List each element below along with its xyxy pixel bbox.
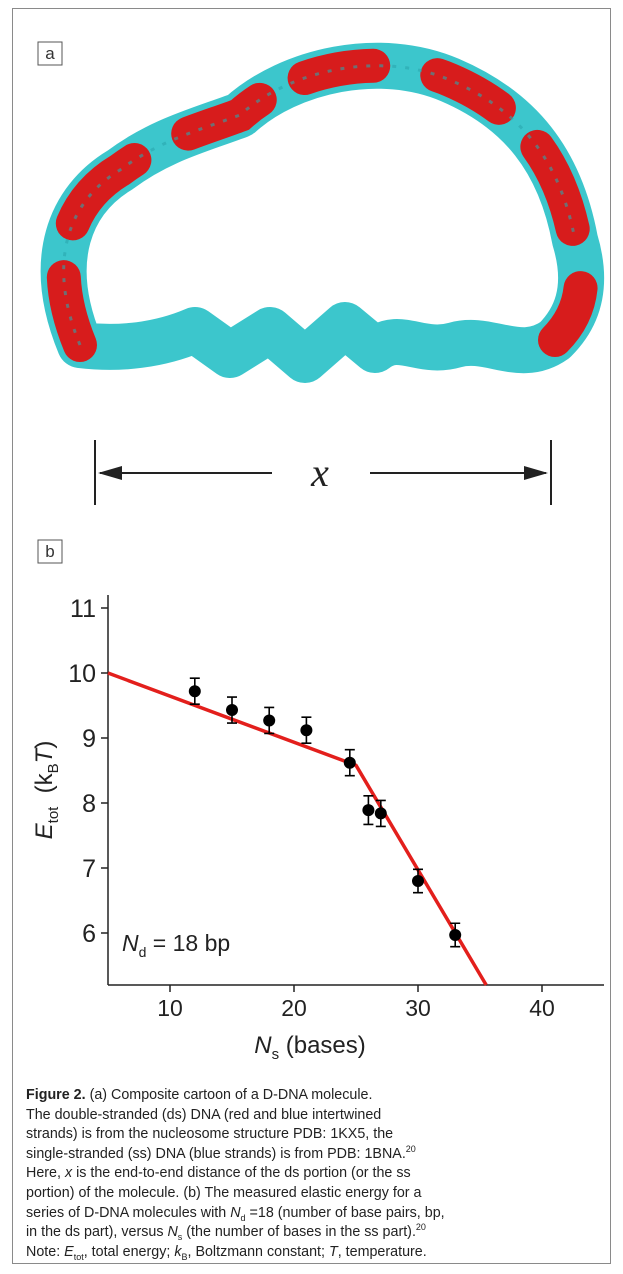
data-point	[343, 756, 356, 769]
caption-text: in the ds part), versus	[26, 1224, 168, 1241]
x-label-symbol: N	[254, 1032, 272, 1059]
figure-frame	[12, 8, 611, 1264]
y-axis-label: Etot (kBT)	[31, 741, 62, 840]
annotation: Nd = 18 bp	[122, 930, 230, 960]
caption-text: series of D-DNA molecules with	[26, 1204, 231, 1221]
y-axis-label-group: Etot (kBT)	[31, 741, 62, 840]
caption-line: portion) of the molecule. (b) The measur…	[26, 1184, 611, 1204]
y-tick-label: 9	[82, 725, 96, 753]
caption-symbol: N	[167, 1224, 178, 1241]
caption-symbol: T	[328, 1243, 338, 1260]
caption-text: strands) is from the nucleosome structur…	[26, 1126, 394, 1143]
data-point	[362, 804, 375, 817]
annotation-subscript: d	[139, 944, 147, 960]
x-label-subscript: s	[272, 1046, 280, 1063]
caption-text: portion) of the molecule. (b) The measur…	[26, 1184, 422, 1201]
y-label-subscript: tot	[45, 806, 62, 824]
figure-label: Figure 2.	[26, 1087, 86, 1103]
y-label-text: (k	[31, 772, 58, 806]
figure: a x b Ns (bases) Etot (kBT) Nd = 18 bp 6…	[31, 41, 605, 1063]
arrow-head	[98, 466, 122, 480]
data-point	[263, 714, 276, 727]
data-point	[226, 704, 238, 717]
caption-subscript: B	[181, 1251, 188, 1262]
caption-line: strands) is from the nucleosome structur…	[26, 1125, 611, 1145]
caption-line: Figure 2. (a) Composite cartoon of a D-D…	[26, 1086, 611, 1106]
caption-text: , temperature.	[337, 1243, 427, 1260]
annotation-text: = 18 bp	[146, 930, 230, 956]
arrow-head	[524, 466, 548, 480]
data-point	[449, 928, 462, 941]
x-tick-label: 20	[281, 995, 307, 1021]
x-tick-label: 30	[405, 995, 431, 1021]
annotation-symbol: N	[122, 930, 139, 956]
caption-line: Note: Etot, total energy; kB, Boltzmann …	[26, 1243, 611, 1263]
dna-cartoon	[40, 42, 605, 383]
caption-text: The double-stranded (ds) DNA (red and bl…	[26, 1106, 382, 1123]
panel-label-box	[37, 41, 63, 66]
y-label-symbol: E	[31, 822, 58, 839]
caption-symbol: E	[64, 1243, 74, 1260]
data-point	[300, 724, 313, 737]
y-tick-label: 6	[82, 920, 96, 948]
data-point	[412, 875, 424, 887]
caption-text: (the number of bases in the ss part).	[182, 1224, 416, 1241]
caption-subscript: s	[177, 1232, 183, 1243]
y-tick-label: 10	[68, 660, 96, 688]
caption-symbol: x	[64, 1165, 73, 1182]
y-label-text: )	[31, 741, 58, 749]
caption-symbol: k	[174, 1243, 182, 1260]
caption-text: , total energy;	[83, 1243, 175, 1260]
caption-text: =18 (number of base pairs, bp,	[245, 1204, 445, 1221]
x-tick-label: 10	[157, 995, 183, 1021]
y-tick-label: 11	[70, 595, 96, 623]
reference: 20	[405, 1144, 416, 1155]
caption-text: single-stranded (ss) DNA (blue strands) …	[26, 1145, 406, 1162]
caption-symbol: N	[230, 1204, 241, 1221]
caption-text: is the end-to-end distance of the ds por…	[72, 1165, 411, 1182]
caption-text: Here,	[26, 1165, 65, 1182]
caption-text: (a) Composite cartoon of a D-DNA molecul…	[85, 1087, 373, 1103]
caption-line: in the ds part), versus Ns (the number o…	[26, 1223, 611, 1243]
caption-line: series of D-DNA molecules with Nd =18 (n…	[26, 1204, 611, 1224]
caption-text: Note:	[26, 1243, 65, 1260]
y-tick-label: 8	[82, 790, 96, 818]
x-label-text: (bases)	[279, 1032, 366, 1059]
caption: Figure 2. (a) Composite cartoon of a D-D…	[26, 1086, 611, 1262]
panel-label-box	[37, 539, 63, 564]
caption-line: The double-stranded (ds) DNA (red and bl…	[26, 1106, 611, 1126]
distance-symbol: x	[310, 450, 329, 495]
data-point	[374, 807, 387, 820]
caption-line: Here, x is the end-to-end distance of th…	[26, 1164, 611, 1184]
panel-label: a	[45, 44, 55, 63]
x-tick-label: 40	[529, 995, 555, 1021]
caption-subscript: tot	[73, 1251, 84, 1262]
y-tick-label: 7	[82, 855, 96, 883]
caption-line: single-stranded (ss) DNA (blue strands) …	[26, 1145, 611, 1165]
caption-subscript: d	[240, 1212, 246, 1223]
x-axis-label: Ns (bases)	[254, 1032, 366, 1063]
reference: 20	[415, 1222, 426, 1233]
y-label-symbol: T	[31, 746, 58, 763]
caption-text: , Boltzmann constant;	[187, 1243, 329, 1260]
panel-label: b	[45, 542, 54, 561]
y-label-subscript: B	[45, 763, 62, 773]
data-point	[188, 685, 201, 698]
